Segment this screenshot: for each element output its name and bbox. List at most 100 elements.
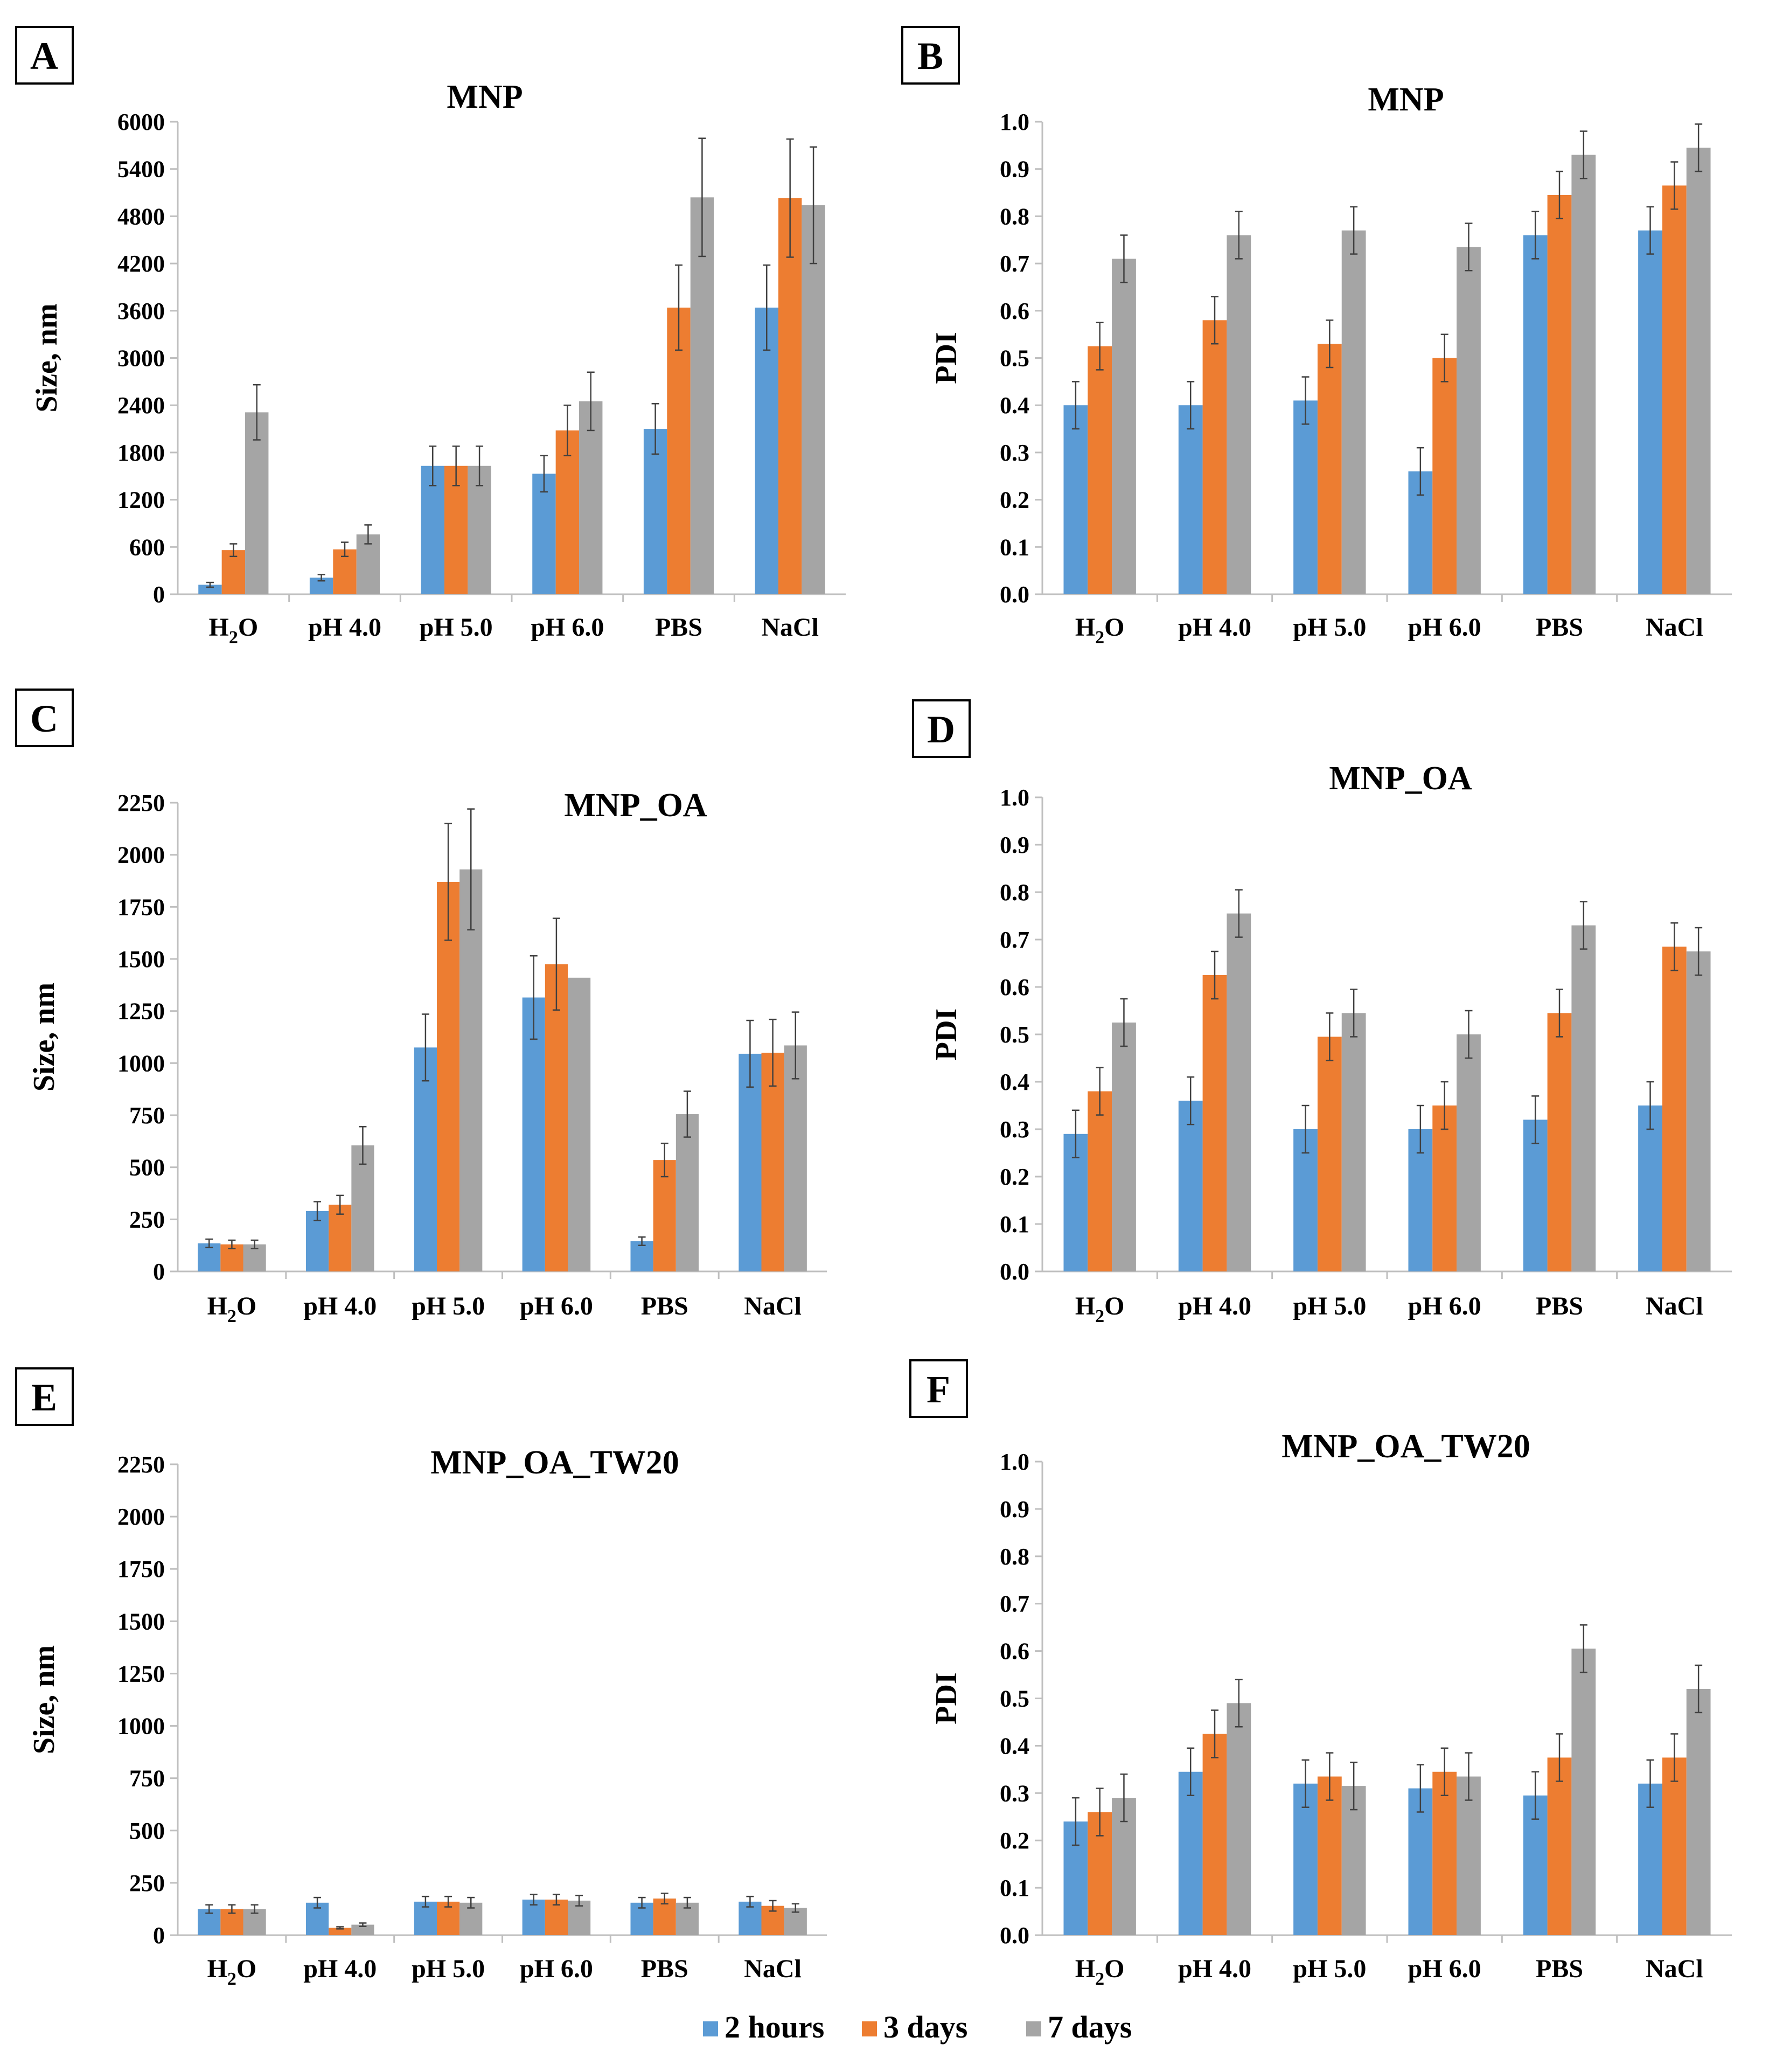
bar <box>1457 247 1481 594</box>
panel-d: D MNP_OA PDI 0.0 0.1 0.2 0.3 0.4 0.5 0.6 0.7 0.8 0.9… <box>912 699 1732 1326</box>
panel-b: B MNP PDI 0.0 0.1 0.2 0.3 0.4 0.5 0.6 0.7 0.8 0.9 1.0… <box>901 26 1732 648</box>
x-tick-label: PBS <box>655 613 702 642</box>
bar <box>1293 1783 1318 1935</box>
bar <box>245 412 269 594</box>
y-tick-label: 0.4 <box>1000 1733 1029 1759</box>
bar <box>1178 1101 1203 1271</box>
bar <box>1571 1649 1596 1935</box>
y-tick-label: 1250 <box>117 1660 165 1687</box>
x-tick-label: pH 5.0 <box>1293 1955 1366 1983</box>
y-tick-label: 0.8 <box>1000 879 1029 906</box>
panel-f: F MNP_OA_TW20 PDI 0.0 0.1 0.2 0.3 0.4 0.5 0.6 0.7 0… <box>909 1359 1732 1989</box>
x-tick-label: pH 6.0 <box>531 613 604 642</box>
bar <box>1547 194 1572 594</box>
y-tick-label: 4800 <box>117 203 165 230</box>
x-tick-label: pH 5.0 <box>412 1292 485 1320</box>
panel-letter-box <box>909 1359 968 1418</box>
y-tick-label: 0.9 <box>1000 832 1029 858</box>
bar <box>1686 1688 1711 1935</box>
y-tick-label: 0.5 <box>1000 1686 1029 1712</box>
y-tick-label: 0.2 <box>1000 487 1029 513</box>
panel-e: E MNP_OA_TW20 Size, nm 0 250 500 750 1000 1250 15… <box>15 1367 827 1989</box>
bar <box>522 1899 545 1935</box>
x-tick-label: NaCl <box>744 1955 802 1983</box>
y-tick-label: 1000 <box>117 1050 165 1076</box>
panel-letter-box <box>901 26 960 85</box>
bar <box>1178 1771 1203 1935</box>
y-tick-label: 4200 <box>117 251 165 277</box>
bar <box>1686 148 1711 594</box>
y-tick-label: 0.2 <box>1000 1827 1029 1854</box>
y-axis-label: PDI <box>930 332 963 384</box>
y-tick-label: 1500 <box>117 946 165 972</box>
bar <box>739 1053 762 1271</box>
y-axis-label: PDI <box>930 1672 963 1724</box>
y-tick-label: 500 <box>129 1155 165 1181</box>
y-tick-label: 250 <box>129 1206 165 1233</box>
y-tick-label: 2000 <box>117 842 165 868</box>
panels: A MNP Size, nm 0 600 1200 1800 2400 3000 3600 4200… <box>15 26 1732 1989</box>
bar <box>1202 975 1227 1271</box>
bar <box>1638 1783 1662 1935</box>
bar <box>761 1053 784 1271</box>
x-tick-label: H2O <box>207 1292 257 1326</box>
x-tick-label: pH 6.0 <box>1408 613 1481 642</box>
bar <box>1686 951 1711 1271</box>
x-tick-label: H2O <box>207 1955 257 1989</box>
bar <box>545 1899 568 1935</box>
chart-title: MNP_OA_TW20 <box>430 1444 679 1481</box>
y-tick-label: 1750 <box>117 894 165 920</box>
panel-letter: F <box>909 1359 968 1418</box>
bar <box>1432 1105 1457 1271</box>
panel-letter-text: A <box>30 34 58 78</box>
bar <box>1088 1091 1112 1271</box>
bar <box>1178 405 1203 594</box>
y-tick-label: 3000 <box>117 345 165 372</box>
bar <box>1227 1703 1251 1935</box>
x-tick-label: NaCl <box>744 1292 802 1320</box>
x-tick-label: H2O <box>1075 1292 1125 1326</box>
y-tick-label: 0.0 <box>1000 1922 1029 1949</box>
panel-letter-box <box>15 1367 74 1426</box>
bar <box>802 205 825 595</box>
y-tick-label: 0.3 <box>1000 440 1029 466</box>
y-tick-label: 0.8 <box>1000 1543 1029 1570</box>
bar <box>1088 346 1112 594</box>
legend-swatch <box>703 2021 718 2036</box>
bar <box>653 1899 676 1935</box>
y-tick-label: 750 <box>129 1102 165 1129</box>
bar <box>351 1924 374 1935</box>
chart-title: MNP <box>1368 81 1444 118</box>
legend-label: 7 days <box>1048 2010 1132 2045</box>
y-tick-label: 0.7 <box>1000 927 1029 953</box>
x-tick-label: NaCl <box>1646 1292 1703 1320</box>
x-tick-label: pH 4.0 <box>1178 1955 1251 1983</box>
panel-letter: A <box>15 26 74 85</box>
x-tick-label: NaCl <box>1646 1955 1703 1983</box>
bar <box>1457 1034 1481 1271</box>
bar <box>329 1928 352 1935</box>
bar <box>1112 1023 1136 1271</box>
x-tick-label: PBS <box>1536 1292 1583 1320</box>
bar <box>1662 1757 1687 1935</box>
x-tick-label: pH 6.0 <box>1408 1955 1481 1983</box>
y-tick-label: 1.0 <box>1000 784 1029 811</box>
legend: 2 hours 3 days 7 days <box>703 2010 1132 2045</box>
y-tick-label: 0.5 <box>1000 345 1029 372</box>
bar <box>568 977 591 1271</box>
chart-title: MNP_OA <box>564 787 707 824</box>
y-tick-label: 0.7 <box>1000 251 1029 277</box>
bar <box>1432 1771 1457 1935</box>
y-tick-label: 1200 <box>117 487 165 513</box>
panel-letter-text: F <box>927 1368 950 1411</box>
x-tick-label: pH 6.0 <box>1408 1292 1481 1320</box>
y-tick-label: 600 <box>129 534 165 560</box>
bar <box>667 307 691 594</box>
legend-label: 2 hours <box>725 2010 824 2045</box>
y-tick-label: 3600 <box>117 298 165 324</box>
y-tick-label: 0.9 <box>1000 156 1029 183</box>
y-tick-label: 1000 <box>117 1713 165 1740</box>
bar <box>522 997 545 1271</box>
bar <box>444 465 468 594</box>
y-tick-label: 1250 <box>117 998 165 1025</box>
